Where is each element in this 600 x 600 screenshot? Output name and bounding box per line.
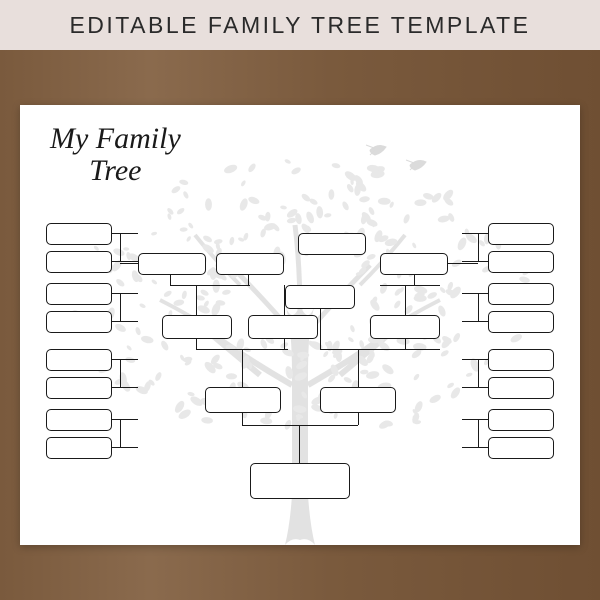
connector: [120, 263, 138, 264]
connector: [112, 359, 138, 360]
connector: [196, 349, 288, 350]
connector: [358, 413, 359, 425]
ancestor-right-2[interactable]: [488, 283, 554, 305]
connector: [405, 285, 406, 315]
connector: [112, 233, 138, 234]
connector: [478, 359, 479, 387]
greatgrandparent-node-1[interactable]: [216, 253, 284, 275]
connector: [462, 293, 488, 294]
connector: [405, 339, 406, 349]
connector: [112, 447, 138, 448]
greatgrandparent-node-3[interactable]: [380, 253, 448, 275]
ancestor-left-2[interactable]: [46, 283, 112, 305]
ancestor-right-6[interactable]: [488, 409, 554, 431]
ancestor-left-3[interactable]: [46, 311, 112, 333]
connector: [242, 425, 358, 426]
ancestor-right-3[interactable]: [488, 311, 554, 333]
connector: [462, 261, 488, 262]
ancestor-left-0[interactable]: [46, 223, 112, 245]
connector: [284, 339, 285, 349]
connector: [112, 419, 138, 420]
connector: [170, 275, 171, 285]
connector: [478, 233, 479, 261]
connector: [120, 293, 121, 321]
parent-node-1[interactable]: [320, 387, 396, 413]
connector: [320, 309, 321, 349]
connector: [248, 275, 249, 285]
connector: [462, 359, 488, 360]
parent-node-0[interactable]: [205, 387, 281, 413]
ancestor-left-4[interactable]: [46, 349, 112, 371]
connector: [462, 419, 488, 420]
ancestor-right-0[interactable]: [488, 223, 554, 245]
grandparent-node-1[interactable]: [248, 315, 318, 339]
connector: [462, 447, 488, 448]
connector: [462, 233, 488, 234]
connector: [448, 263, 478, 264]
greatgrandparent-node-2[interactable]: [298, 233, 366, 255]
connector: [320, 349, 440, 350]
family-tree-chart: [20, 105, 580, 545]
grandparent-node-0[interactable]: [162, 315, 232, 339]
connector: [112, 321, 138, 322]
grandparent-node-2[interactable]: [285, 285, 355, 309]
connector: [120, 359, 121, 387]
connector: [242, 349, 243, 387]
grandparent-node-3[interactable]: [370, 315, 440, 339]
connector: [112, 261, 138, 262]
banner-text: EDITABLE FAMILY TREE TEMPLATE: [69, 12, 530, 39]
root-node[interactable]: [250, 463, 350, 499]
ancestor-right-5[interactable]: [488, 377, 554, 399]
connector: [478, 419, 479, 447]
connector: [462, 387, 488, 388]
ancestor-right-4[interactable]: [488, 349, 554, 371]
connector: [120, 419, 121, 447]
banner: EDITABLE FAMILY TREE TEMPLATE: [0, 0, 600, 50]
connector: [112, 293, 138, 294]
connector: [414, 275, 415, 285]
connector: [170, 285, 250, 286]
greatgrandparent-node-0[interactable]: [138, 253, 206, 275]
ancestor-left-7[interactable]: [46, 437, 112, 459]
connector: [242, 413, 243, 425]
ancestor-right-7[interactable]: [488, 437, 554, 459]
ancestor-left-5[interactable]: [46, 377, 112, 399]
ancestor-left-6[interactable]: [46, 409, 112, 431]
ancestor-left-1[interactable]: [46, 251, 112, 273]
connector: [358, 349, 359, 387]
connector: [112, 387, 138, 388]
ancestor-right-1[interactable]: [488, 251, 554, 273]
connector: [196, 339, 197, 349]
template-paper: My Family Tree: [20, 105, 580, 545]
connector: [380, 285, 440, 286]
connector: [478, 293, 479, 321]
connector: [299, 425, 300, 463]
connector: [462, 321, 488, 322]
wood-background: My Family Tree: [0, 50, 600, 600]
connector: [196, 285, 197, 315]
connector: [120, 233, 121, 261]
